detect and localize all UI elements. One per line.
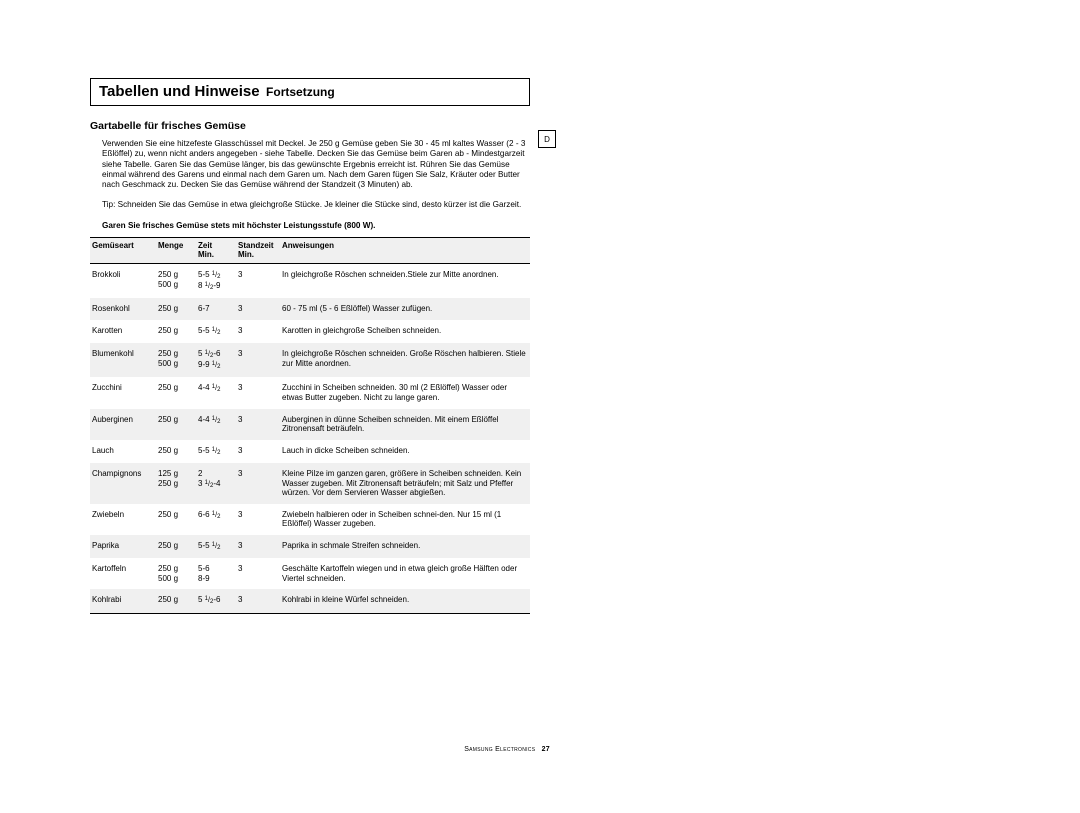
- cell-art: Paprika: [90, 535, 156, 558]
- cell-standzeit: 3: [236, 463, 280, 504]
- cell-standzeit: 3: [236, 535, 280, 558]
- table-row: Rosenkohl250 g6-7360 - 75 ml (5 - 6 Eßlö…: [90, 298, 530, 320]
- cell-standzeit: 3: [236, 377, 280, 408]
- cell-menge: 250 g: [156, 589, 196, 613]
- page-title-box: Tabellen und Hinweise Fortsetzung: [90, 78, 530, 106]
- cell-standzeit: 3: [236, 558, 280, 589]
- cell-art: Blumenkohl: [90, 343, 156, 377]
- table-row: Kohlrabi250 g5 1/2-63Kohlrabi in kleine …: [90, 589, 530, 613]
- footer-page-number: 27: [542, 746, 550, 753]
- cell-anw: Kleine Pilze im ganzen garen, größere in…: [280, 463, 530, 504]
- cell-art: Kohlrabi: [90, 589, 156, 613]
- cell-art: Champignons: [90, 463, 156, 504]
- section-subtitle: Gartabelle für frisches Gemüse: [90, 120, 530, 132]
- cell-art: Lauch: [90, 440, 156, 463]
- cell-zeit: 5-68-9: [196, 558, 236, 589]
- column-header-anw: Anweisungen: [280, 237, 530, 263]
- cell-menge: 250 g: [156, 409, 196, 440]
- cell-menge: 125 g250 g: [156, 463, 196, 504]
- cell-standzeit: 3: [236, 343, 280, 377]
- column-header-menge: Menge: [156, 237, 196, 263]
- table-row: Auberginen250 g4-4 1/23Auberginen in dün…: [90, 409, 530, 440]
- cell-zeit: 4-4 1/2: [196, 409, 236, 440]
- content-column: Tabellen und Hinweise Fortsetzung Gartab…: [90, 78, 530, 614]
- cell-standzeit: 3: [236, 409, 280, 440]
- cell-standzeit: 3: [236, 504, 280, 535]
- cell-standzeit: 3: [236, 298, 280, 320]
- page-title: Tabellen und Hinweise: [99, 83, 260, 100]
- cell-anw: In gleichgroße Röschen schneiden. Große …: [280, 343, 530, 377]
- cell-menge: 250 g500 g: [156, 263, 196, 298]
- table-row: Karotten250 g5-5 1/23Karotten in gleichg…: [90, 320, 530, 343]
- cell-menge: 250 g: [156, 504, 196, 535]
- table-row: Lauch250 g5-5 1/23Lauch in dicke Scheibe…: [90, 440, 530, 463]
- cell-zeit: 5-5 1/2: [196, 440, 236, 463]
- cell-zeit: 5-5 1/28 1/2-9: [196, 263, 236, 298]
- cell-menge: 250 g: [156, 535, 196, 558]
- cell-menge: 250 g500 g: [156, 343, 196, 377]
- cell-menge: 250 g: [156, 298, 196, 320]
- cell-zeit: 5 1/2-6: [196, 589, 236, 613]
- cell-anw: In gleichgroße Röschen schneiden.Stiele …: [280, 263, 530, 298]
- cell-anw: 60 - 75 ml (5 - 6 Eßlöffel) Wasser zufüg…: [280, 298, 530, 320]
- cell-menge: 250 g: [156, 440, 196, 463]
- cell-zeit: 5-5 1/2: [196, 535, 236, 558]
- document-page: D Tabellen und Hinweise Fortsetzung Gart…: [0, 0, 1080, 813]
- table-row: Zwiebeln250 g6-6 1/23Zwiebeln halbieren …: [90, 504, 530, 535]
- cell-anw: Zwiebeln halbieren oder in Scheiben schn…: [280, 504, 530, 535]
- table-row: Zucchini250 g4-4 1/23Zucchini in Scheibe…: [90, 377, 530, 408]
- cell-menge: 250 g: [156, 320, 196, 343]
- power-note: Garen Sie frisches Gemüse stets mit höch…: [102, 221, 530, 231]
- cell-art: Rosenkohl: [90, 298, 156, 320]
- cell-art: Kartoffeln: [90, 558, 156, 589]
- page-footer: Samsung Electronics 27: [464, 746, 550, 753]
- column-header-standzeit: StandzeitMin.: [236, 237, 280, 263]
- table-row: Paprika250 g5-5 1/23Paprika in schmale S…: [90, 535, 530, 558]
- cell-anw: Lauch in dicke Scheiben schneiden.: [280, 440, 530, 463]
- cell-anw: Geschälte Kartoffeln wiegen und in etwa …: [280, 558, 530, 589]
- cell-standzeit: 3: [236, 320, 280, 343]
- footer-brand: Samsung Electronics: [464, 746, 535, 753]
- cell-anw: Karotten in gleichgroße Scheiben schneid…: [280, 320, 530, 343]
- table-body: Brokkoli250 g500 g5-5 1/28 1/2-93In glei…: [90, 263, 530, 613]
- column-header-art: Gemüseart: [90, 237, 156, 263]
- cell-zeit: 23 1/2-4: [196, 463, 236, 504]
- cell-anw: Zucchini in Scheiben schneiden. 30 ml (2…: [280, 377, 530, 408]
- table-row: Champignons125 g250 g23 1/2-43Kleine Pil…: [90, 463, 530, 504]
- cell-zeit: 5-5 1/2: [196, 320, 236, 343]
- cell-standzeit: 3: [236, 589, 280, 613]
- column-header-zeit: ZeitMin.: [196, 237, 236, 263]
- language-badge: D: [538, 130, 556, 148]
- cell-standzeit: 3: [236, 440, 280, 463]
- cell-anw: Paprika in schmale Streifen schneiden.: [280, 535, 530, 558]
- table-row: Blumenkohl250 g500 g5 1/2-69-9 1/23In gl…: [90, 343, 530, 377]
- cell-art: Zwiebeln: [90, 504, 156, 535]
- cell-anw: Kohlrabi in kleine Würfel schneiden.: [280, 589, 530, 613]
- cell-art: Zucchini: [90, 377, 156, 408]
- cell-zeit: 4-4 1/2: [196, 377, 236, 408]
- tip-paragraph: Tip: Schneiden Sie das Gemüse in etwa gl…: [102, 200, 530, 210]
- cell-zeit: 6-7: [196, 298, 236, 320]
- cell-menge: 250 g500 g: [156, 558, 196, 589]
- cell-art: Karotten: [90, 320, 156, 343]
- cell-menge: 250 g: [156, 377, 196, 408]
- cell-zeit: 5 1/2-69-9 1/2: [196, 343, 236, 377]
- vegetable-cooking-table: GemüseartMengeZeitMin.StandzeitMin.Anwei…: [90, 237, 530, 614]
- cell-art: Auberginen: [90, 409, 156, 440]
- table-row: Brokkoli250 g500 g5-5 1/28 1/2-93In glei…: [90, 263, 530, 298]
- page-title-continuation: Fortsetzung: [266, 85, 335, 99]
- table-row: Kartoffeln250 g500 g5-68-93Geschälte Kar…: [90, 558, 530, 589]
- cell-anw: Auberginen in dünne Scheiben schneiden. …: [280, 409, 530, 440]
- cell-zeit: 6-6 1/2: [196, 504, 236, 535]
- table-header: GemüseartMengeZeitMin.StandzeitMin.Anwei…: [90, 237, 530, 263]
- intro-paragraph: Verwenden Sie eine hitzefeste Glasschüss…: [102, 139, 530, 190]
- cell-standzeit: 3: [236, 263, 280, 298]
- cell-art: Brokkoli: [90, 263, 156, 298]
